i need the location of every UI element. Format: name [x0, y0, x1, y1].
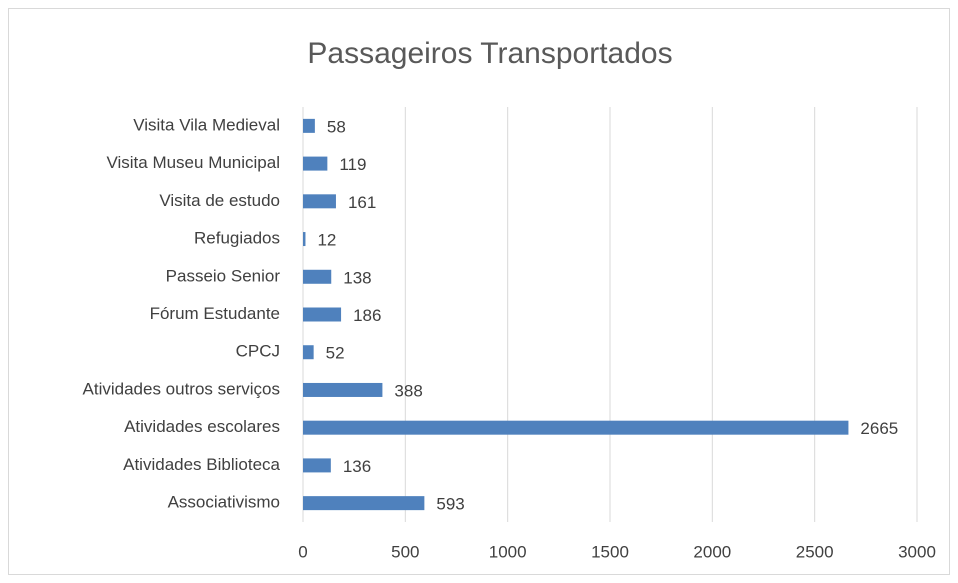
x-tick-label: 2000	[693, 542, 731, 561]
x-tick-label: 0	[298, 542, 307, 561]
data-label: 186	[353, 306, 381, 325]
y-tick-label: Visita de estudo	[159, 191, 280, 210]
y-tick-label: CPCJ	[236, 342, 280, 361]
y-tick-label: Visita Museu Municipal	[106, 153, 280, 172]
bar	[303, 496, 425, 511]
bar	[303, 345, 314, 360]
data-label: 593	[436, 495, 464, 514]
y-tick-label: Associativismo	[168, 493, 280, 512]
data-label: 12	[317, 231, 336, 250]
data-label: 2665	[860, 419, 898, 438]
y-tick-label: Atividades outros serviços	[83, 379, 280, 398]
x-tick-label: 1000	[489, 542, 527, 561]
y-tick-label: Passeio Senior	[166, 266, 281, 285]
data-label: 52	[326, 344, 345, 363]
data-label: 119	[339, 155, 366, 174]
y-tick-label: Atividades escolares	[124, 417, 280, 436]
data-label: 161	[348, 193, 376, 212]
x-tick-label: 2500	[796, 542, 834, 561]
y-tick-label: Atividades Biblioteca	[123, 455, 280, 474]
bar	[303, 118, 315, 133]
y-tick-label: Refugiados	[194, 229, 280, 248]
bar	[303, 382, 383, 397]
data-label: 388	[394, 381, 422, 400]
y-tick-label: Visita Vila Medieval	[133, 115, 280, 134]
bar	[303, 269, 332, 284]
bar	[303, 156, 328, 171]
data-label: 138	[343, 268, 371, 287]
y-tick-label: Fórum Estudante	[150, 304, 280, 323]
data-label: 58	[327, 117, 346, 136]
bar	[303, 307, 342, 322]
data-label: 136	[343, 457, 371, 476]
x-tick-label: 3000	[898, 542, 936, 561]
bar	[303, 194, 336, 209]
chart-border	[8, 8, 950, 575]
bar	[303, 458, 331, 473]
bar	[303, 420, 849, 435]
bar	[303, 232, 306, 247]
x-tick-label: 500	[391, 542, 419, 561]
chart-title: Passageiros Transportados	[307, 37, 672, 70]
x-tick-label: 1500	[591, 542, 629, 561]
